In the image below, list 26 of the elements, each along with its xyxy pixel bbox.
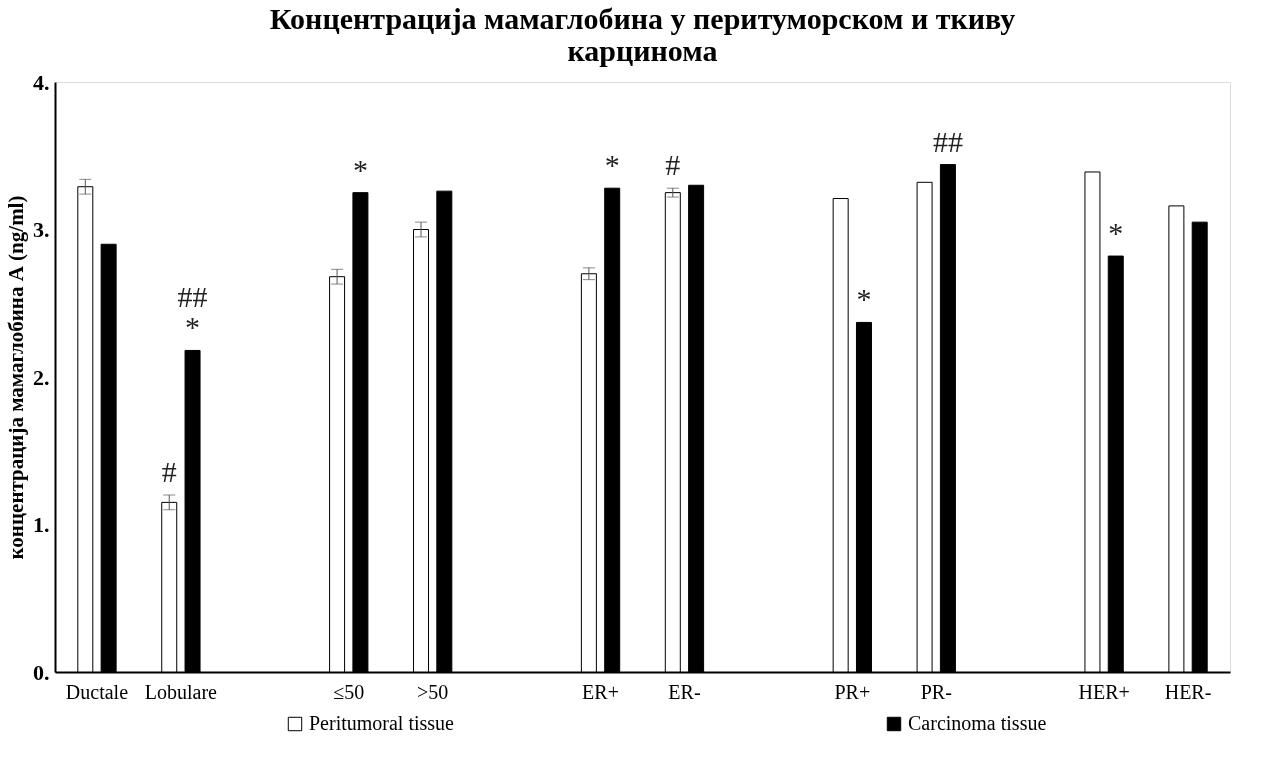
annotation: # (161, 455, 177, 488)
x-tick-label: ER- (668, 680, 701, 703)
x-tick-label: ER+ (582, 680, 619, 703)
y-tick-label: 2. (33, 364, 50, 390)
y-tick-label: 4. (33, 69, 50, 95)
y-tick-label: 0. (33, 659, 50, 685)
x-tick-label: HER+ (1078, 680, 1130, 703)
y-axis-title: концентрација мамаглобина А (ng/ml) (4, 195, 28, 560)
x-tick-label: HER- (1164, 680, 1212, 703)
chart-title: Концентрација мамаглобина у перитуморском и ткиву карцинома (269, 2, 1016, 67)
annotation: ## (932, 124, 963, 158)
y-tick-label: 1. (33, 512, 50, 537)
y-tick-label: 3. (33, 217, 50, 242)
annotation: * (856, 282, 872, 316)
x-tick-label: ≤50 (333, 680, 365, 703)
annotation: * (604, 148, 620, 182)
x-tick-label: >50 (417, 680, 449, 703)
x-tick-label: Lobulare (144, 680, 218, 703)
annotation: * (352, 152, 368, 186)
annotation: * (1108, 216, 1124, 250)
legend-label: Peritumoral tissue (309, 712, 455, 734)
legend-label: Carcinoma tissue (908, 712, 1047, 734)
x-tick-label: PR+ (834, 680, 871, 703)
annotation: # (665, 148, 681, 182)
x-tick-label: Ductale (65, 680, 129, 703)
x-tick-label: PR- (920, 680, 952, 703)
